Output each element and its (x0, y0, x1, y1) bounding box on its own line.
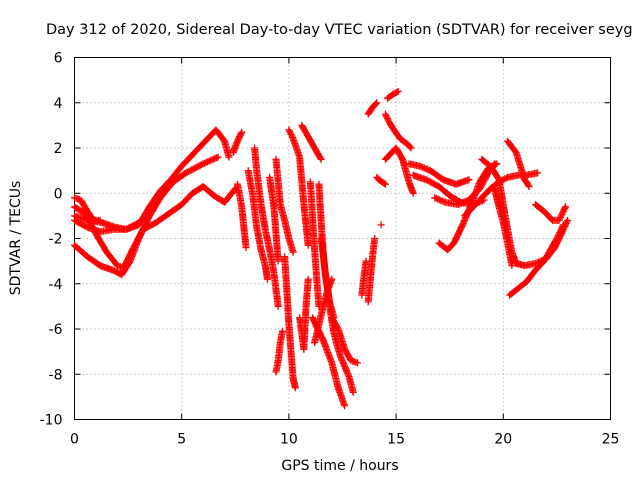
y-tick-label: 2 (54, 141, 63, 157)
plus-marks (381, 144, 417, 197)
plus-marks (229, 128, 246, 156)
series-arc-o (296, 275, 312, 353)
plus-marks (272, 327, 286, 376)
plus-marks (504, 137, 533, 190)
series-arc-ac (381, 110, 415, 152)
series-arc-h (244, 167, 271, 283)
plus-marks (71, 194, 104, 224)
plus-marks (373, 173, 389, 188)
series-arc-p (298, 121, 325, 163)
plus-marks (381, 110, 415, 152)
series-arc-e (71, 194, 104, 224)
x-tick-label: 0 (70, 432, 79, 448)
series-arc-i (251, 144, 282, 310)
y-axis-label: SDTVAR / TECUs (8, 181, 24, 296)
y-tick-label: -10 (40, 413, 63, 429)
y-axis-ticks: -10 -8 -6 -4 -2 0 2 4 6 (40, 51, 611, 429)
plus-marks (251, 144, 282, 310)
x-tick-label: 20 (494, 432, 512, 448)
series-arc-y (373, 173, 389, 188)
plus-marks (358, 257, 370, 299)
x-tick-label: 15 (387, 432, 405, 448)
series-arc-m (281, 253, 299, 392)
y-tick-label: -6 (49, 322, 63, 338)
series-arc-ab (384, 87, 402, 102)
chart-title: Day 312 of 2020, Sidereal Day-to-day VTE… (46, 22, 633, 38)
series-arc-z (377, 221, 385, 229)
plus-marks (377, 221, 385, 229)
series-arc-w (364, 235, 379, 306)
plus-marks (384, 87, 402, 102)
x-tick-label: 25 (602, 432, 620, 448)
plus-marks (364, 235, 379, 306)
plus-marks (285, 126, 312, 249)
plus-marks (311, 275, 336, 347)
y-tick-label: 0 (54, 186, 63, 202)
series-arc-aa (364, 99, 381, 118)
plus-marks (296, 275, 312, 353)
y-tick-label: -4 (49, 277, 63, 293)
series-arc-al (504, 137, 533, 190)
plus-marks (506, 221, 567, 299)
series-arc-g (233, 180, 250, 252)
plus-marks (244, 167, 271, 283)
plus-marks (328, 314, 361, 367)
plus-marks (281, 253, 299, 392)
series-arc-k (266, 173, 282, 265)
plus-marks (272, 155, 297, 256)
series-arc-n (272, 327, 286, 376)
series-arc-ad (381, 144, 417, 197)
plus-marks (233, 180, 250, 252)
series-arc-v (311, 275, 336, 347)
series-arc-ae (405, 160, 473, 188)
y-tick-label: 4 (54, 96, 63, 112)
series-arc-d (71, 212, 151, 236)
x-axis-label: GPS time / hours (281, 458, 398, 474)
plus-marks (405, 160, 473, 188)
series-arc-f (229, 128, 246, 156)
series-arc-u (328, 314, 361, 367)
y-tick-label: -2 (49, 232, 63, 248)
series-arc-x (358, 257, 370, 299)
plus-marks (364, 99, 381, 118)
series-arc-ak (491, 185, 516, 270)
x-axis-ticks: 0 5 10 15 20 25 (70, 57, 620, 448)
data-marks (71, 87, 572, 410)
y-tick-label: 6 (54, 51, 63, 67)
series-arc-j (272, 155, 297, 256)
plus-marks (491, 185, 516, 270)
plus-marks (532, 201, 569, 224)
series-arc-an (506, 221, 567, 299)
series-arc-ao (532, 201, 569, 224)
plus-marks (306, 178, 323, 310)
plus-marks (298, 121, 325, 163)
series-arc-q (306, 178, 323, 310)
x-tick-label: 5 (177, 432, 186, 448)
y-tick-label: -8 (49, 367, 63, 383)
x-tick-label: 10 (280, 432, 298, 448)
series-arc-l (285, 126, 312, 249)
plus-marks (71, 212, 151, 236)
plus-marks (266, 173, 282, 265)
